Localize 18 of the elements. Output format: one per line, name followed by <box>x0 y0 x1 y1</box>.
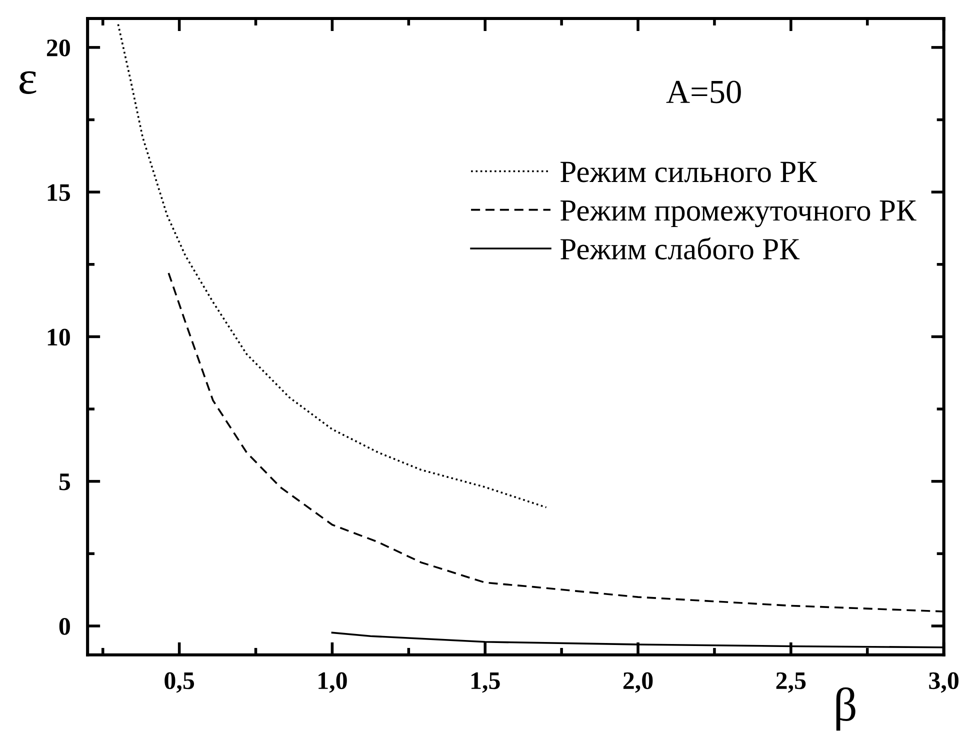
y-tick-label: 0 <box>59 618 70 635</box>
legend-label: Режим сильного РК <box>560 162 818 182</box>
legend-label: Режим слабого РК <box>560 237 800 260</box>
x-tick-label: 3,0 <box>929 672 958 693</box>
y-tick-label: 15 <box>48 184 70 201</box>
x-axis-title: β <box>836 687 856 731</box>
y-axis-title: ε <box>20 71 36 94</box>
x-tick-label: 1,0 <box>318 672 347 693</box>
line-series <box>117 23 548 508</box>
x-tick-label: 0,5 <box>164 672 194 693</box>
y-tick-label: 20 <box>46 39 70 56</box>
y-tick-label: 10 <box>48 328 70 346</box>
legend-label: Режим промежуточного РК <box>560 200 916 228</box>
y-tick-label: 5 <box>59 474 70 490</box>
annotation: A=50 <box>666 80 741 104</box>
x-tick-label: 1,5 <box>471 672 500 693</box>
x-tick-label: 2,0 <box>623 672 653 693</box>
x-tick-label: 2,5 <box>776 672 806 693</box>
